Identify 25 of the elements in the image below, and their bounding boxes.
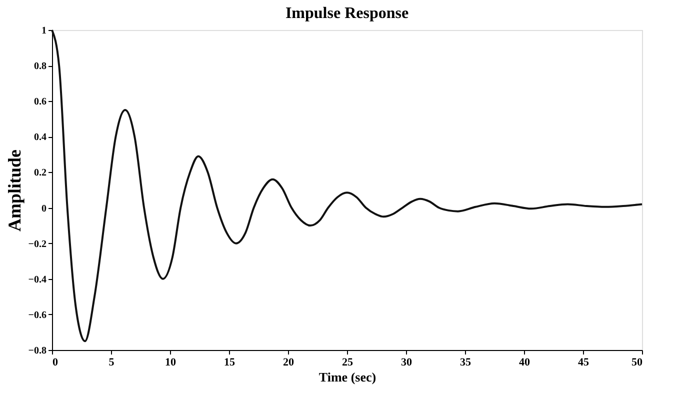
y-tick-label: 0.4 bbox=[34, 132, 46, 144]
y-tick-label: −0.2 bbox=[28, 238, 46, 250]
y-axis-title: Amplitude bbox=[4, 149, 24, 232]
y-tick-label: 1 bbox=[42, 26, 46, 36]
y-tick-label: −0.4 bbox=[28, 274, 46, 286]
x-tick-label: 20 bbox=[283, 356, 294, 368]
y-tick-label: −0.6 bbox=[28, 310, 46, 321]
y-tick-label: 0.2 bbox=[34, 168, 46, 179]
x-tick-label: 35 bbox=[460, 356, 472, 368]
x-tick-label: 0 bbox=[52, 356, 58, 368]
x-tick-label: 45 bbox=[578, 356, 590, 368]
y-tick-label: 0.8 bbox=[34, 61, 46, 72]
x-tick-label: 25 bbox=[342, 356, 354, 368]
y-tick-label: 0.6 bbox=[34, 96, 46, 108]
x-tick-label: 10 bbox=[165, 356, 176, 368]
y-tick-label: 0 bbox=[42, 203, 46, 214]
x-tick-label: 50 bbox=[632, 356, 643, 368]
line-series bbox=[51, 29, 643, 342]
x-axis-title: Time (sec) bbox=[318, 370, 376, 384]
y-tick-label: −0.8 bbox=[28, 346, 46, 356]
chart-title: Impulse Response bbox=[285, 5, 409, 22]
x-tick-label: 5 bbox=[108, 356, 115, 368]
x-tick-label: 30 bbox=[401, 356, 412, 368]
x-tick-label: 15 bbox=[224, 356, 236, 368]
x-tick-label: 40 bbox=[519, 356, 530, 368]
